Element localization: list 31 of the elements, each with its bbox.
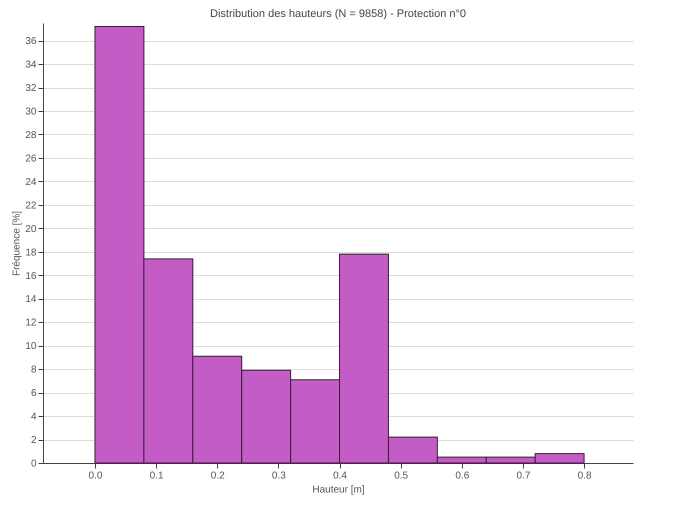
x-tick-label: 0.5	[394, 470, 409, 482]
x-tick-label: 0.3	[272, 470, 286, 482]
x-tick-label: 0.8	[578, 470, 592, 482]
y-tick-label: 4	[30, 412, 37, 423]
y-tick-label: 2	[30, 435, 37, 446]
x-axis-title: Hauteur [m]	[312, 484, 365, 496]
y-tick-label: 28	[25, 130, 37, 141]
y-tick-label: 20	[25, 224, 37, 235]
y-tick-label: 16	[25, 270, 37, 282]
y-tick-label: 10	[25, 341, 37, 352]
y-tick-label: 0	[30, 458, 37, 470]
x-tick-label: 0.2	[210, 470, 226, 482]
y-axis-title: Fréquence [%]	[11, 210, 22, 276]
x-tick-label: 0.6	[455, 470, 470, 482]
y-tick-label: 14	[25, 294, 37, 306]
y-tick-label: 26	[25, 153, 37, 164]
y-tick-label: 8	[30, 364, 37, 376]
y-tick-label: 30	[25, 106, 37, 118]
y-tick-label: 24	[25, 176, 37, 188]
y-tick-label: 32	[25, 83, 37, 94]
x-tick-label: 0.7	[516, 470, 531, 482]
chart-title: Distribution des hauteurs (N = 9858) - Protection n°0	[210, 8, 466, 20]
y-tick-label: 22	[25, 200, 37, 212]
y-tick-label: 18	[25, 247, 37, 258]
x-tick-label: 0.4	[333, 470, 348, 482]
x-tick-label: 0.1	[150, 470, 164, 482]
x-tick-label: 0.0	[88, 470, 103, 482]
y-tick-label: 34	[25, 60, 37, 71]
y-tick-label: 6	[30, 388, 37, 400]
y-tick-label: 12	[25, 318, 37, 329]
y-tick-label: 36	[25, 36, 37, 48]
